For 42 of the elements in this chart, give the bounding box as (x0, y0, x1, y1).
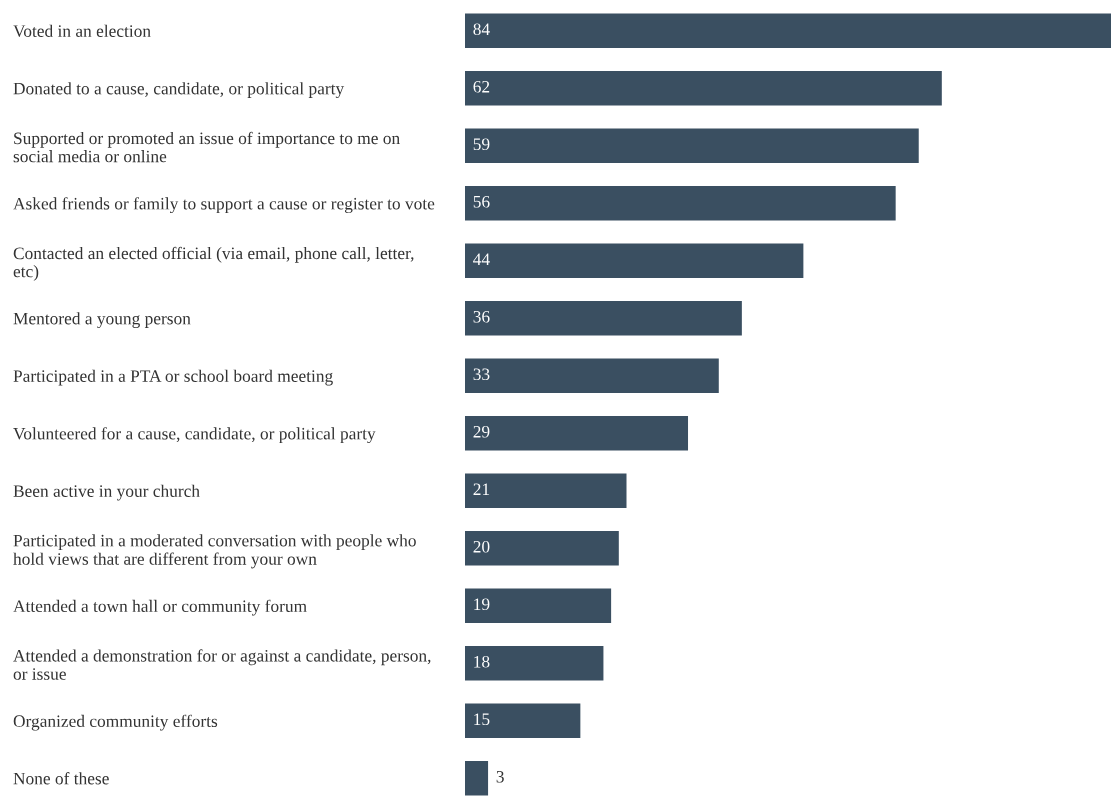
bar (465, 588, 612, 623)
data-label: 29 (473, 425, 490, 438)
y-tick-label: Donated to a cause, candidate, or political party (13, 82, 345, 99)
data-label: 62 (473, 80, 490, 93)
y-tick-label: Attended a town hall or community forum (13, 599, 307, 616)
data-label: 84 (473, 23, 490, 36)
y-tick-label: Participated in a PTA or school board meeting (13, 369, 333, 386)
y-tick-label: Attended a demonstration for or against a candidate, person, or issue (13, 649, 431, 680)
bar (465, 531, 619, 566)
y-tick-label: Volunteered for a cause, candidate, or political party (13, 427, 376, 444)
bar (465, 473, 627, 508)
y-tick-label: Mentored a young person (13, 312, 191, 329)
data-label: 33 (473, 368, 490, 381)
y-tick-label: Organized community efforts (13, 714, 218, 731)
data-label: 56 (473, 195, 490, 208)
data-label: 20 (473, 540, 490, 553)
data-label: 15 (474, 713, 490, 726)
bar (465, 761, 489, 796)
y-tick-label: Contacted an elected official (via email, phone call, letter, etc) (13, 246, 414, 281)
y-tick-label: None of these (13, 772, 109, 785)
bar (465, 646, 604, 681)
data-label: 18 (474, 655, 490, 668)
y-tick-label: Been active in your church (13, 484, 200, 501)
data-label: 21 (473, 483, 490, 495)
data-label: 59 (473, 138, 490, 151)
bar (465, 416, 689, 451)
bar (465, 186, 896, 221)
bar (465, 358, 719, 393)
y-tick-label: Asked friends or family to support a cause or register to vote (13, 197, 435, 214)
data-label: 36 (473, 310, 490, 323)
data-label: 19 (474, 598, 490, 611)
bar (465, 13, 1111, 48)
bar (465, 128, 919, 163)
bar (465, 243, 804, 278)
data-label: 44 (473, 253, 490, 265)
bar (465, 71, 942, 106)
bar (465, 301, 742, 336)
y-tick-label: Supported or promoted an issue of importance to me on social media or online (13, 131, 400, 163)
y-tick-label: Participated in a moderated conversation with people who hold views that are different from your own (13, 534, 416, 569)
bar (465, 703, 581, 738)
data-label: 3 (496, 770, 504, 783)
y-tick-label: Voted in an election (13, 24, 151, 38)
